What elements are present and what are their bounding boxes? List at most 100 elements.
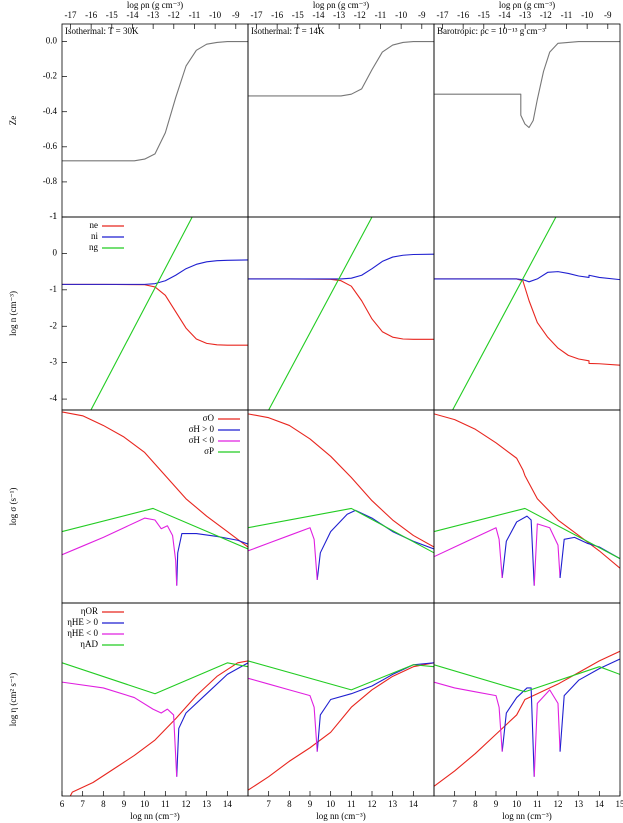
legend-label: σH < 0 (189, 435, 215, 445)
top-tick-label: -16 (457, 10, 469, 20)
plot-area (248, 217, 434, 410)
x-tick-label: 11 (161, 799, 170, 809)
panel-frame (61, 409, 249, 604)
top-tick-label: -17 (64, 10, 76, 20)
curve (248, 253, 434, 280)
x-tick-label: 12 (182, 799, 191, 809)
curve (248, 677, 318, 752)
top-tick-label: -12 (168, 10, 180, 20)
x-tick-label: 13 (574, 799, 584, 809)
legend-label: ηHE > 0 (67, 617, 98, 627)
y-tick-label: -2 (50, 320, 58, 330)
annotation: Isothermal: T = 30K (65, 26, 139, 36)
top-tick-label: -13 (333, 10, 345, 20)
top-tick-label: -12 (354, 10, 366, 20)
plot-area (434, 41, 620, 129)
top-tick-label: -13 (519, 10, 531, 20)
panel-frame (433, 409, 621, 604)
x-tick-label: 7 (266, 799, 271, 809)
x-tick-label: 10 (140, 799, 150, 809)
plot-area (248, 413, 434, 580)
curve (248, 278, 434, 340)
x-tick-label: 6 (60, 799, 65, 809)
y-tick-label: 1 (53, 211, 58, 221)
curve (434, 278, 620, 366)
curve (62, 681, 178, 777)
plot-area (434, 413, 620, 586)
x-tick-label: 11 (533, 799, 542, 809)
curve (90, 217, 193, 410)
y-tick-label: -0.4 (43, 106, 58, 116)
legend-label: ng (89, 242, 99, 252)
curve (62, 507, 248, 550)
y-tick-label: -0.6 (43, 141, 58, 151)
top-tick-label: -12 (540, 10, 552, 20)
curve (62, 259, 248, 285)
x-axis-label: log nn (cm⁻³) (502, 811, 551, 821)
curve (434, 650, 620, 787)
curve (248, 660, 434, 691)
top-tick-label: -9 (604, 10, 612, 20)
y-tick-label: -1 (50, 211, 58, 221)
x-tick-label: 12 (554, 799, 563, 809)
x-tick-label: 13 (388, 799, 398, 809)
x-tick-label: 10 (512, 799, 522, 809)
x-tick-label: 9 (494, 799, 499, 809)
x-tick-label: 9 (122, 799, 127, 809)
x-tick-label: 9 (308, 799, 313, 809)
x-tick-label: 14 (595, 799, 605, 809)
panel-frame (247, 602, 435, 797)
top-tick-label: -14 (498, 10, 510, 20)
top-tick-label: -11 (561, 10, 573, 20)
panel-frame (247, 216, 435, 411)
legend-label: ni (91, 231, 99, 241)
plot-area (248, 660, 434, 791)
panel-frame (61, 23, 249, 218)
curve (176, 662, 248, 777)
curve (62, 662, 248, 695)
curve (62, 411, 248, 548)
x-tick-label: 7 (452, 799, 457, 809)
x-axis-label: log nn (cm⁻³) (130, 811, 179, 821)
curve (452, 217, 557, 410)
top-tick-label: -13 (147, 10, 159, 20)
top-tick-label: -16 (85, 10, 97, 20)
top-tick-label: -9 (232, 10, 240, 20)
x-tick-label: 8 (287, 799, 292, 809)
panel-frame (433, 23, 621, 218)
top-tick-label: -9 (418, 10, 426, 20)
x-tick-label: 12 (368, 799, 377, 809)
curve (434, 271, 620, 283)
curve (434, 507, 620, 560)
top-tick-label: -16 (271, 10, 283, 20)
top-axis-label: log ρn (g cm⁻³) (313, 0, 369, 10)
curve (434, 681, 503, 752)
x-tick-label: 14 (409, 799, 419, 809)
plot-area (62, 41, 248, 162)
y-tick-label: 0 (53, 247, 58, 257)
curve (533, 523, 561, 586)
y-tick-label: -0.8 (43, 176, 58, 186)
curve (69, 660, 248, 796)
curve (434, 41, 620, 129)
y-tick-label: -3 (50, 357, 58, 367)
plot-area (62, 411, 248, 586)
x-tick-label: 10 (326, 799, 336, 809)
x-tick-label: 7 (80, 799, 85, 809)
plot-area (62, 660, 248, 796)
x-tick-label: 11 (347, 799, 356, 809)
top-tick-label: -11 (375, 10, 387, 20)
legend-label: ne (90, 220, 99, 230)
legend-label: σH > 0 (189, 424, 215, 434)
panel-frame (247, 409, 435, 604)
curve (501, 687, 535, 777)
curve (248, 507, 434, 554)
y-tick-label: -4 (50, 393, 58, 403)
x-tick-label: 14 (223, 799, 233, 809)
y-tick-label: -1 (50, 284, 58, 294)
top-tick-label: -17 (250, 10, 262, 20)
legend-label: ηOR (81, 606, 98, 616)
curve (434, 527, 503, 578)
